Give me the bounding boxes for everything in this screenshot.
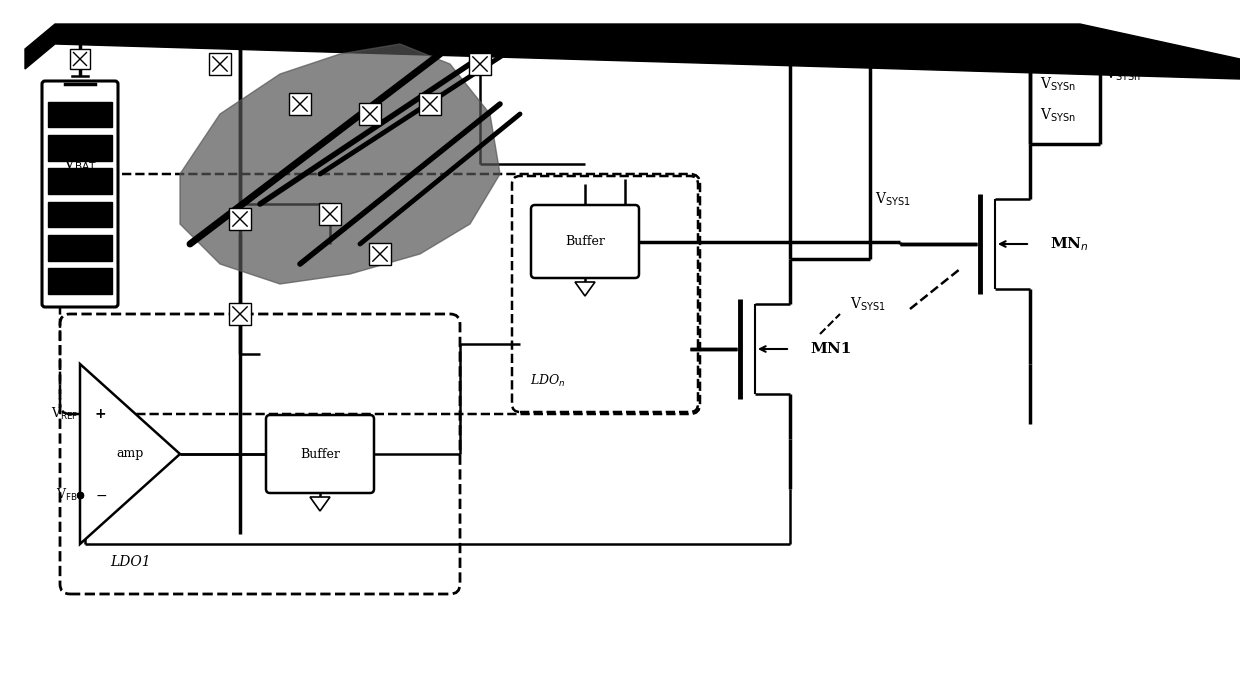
- Polygon shape: [48, 235, 112, 261]
- Text: V$_\mathrm{REF}$: V$_\mathrm{REF}$: [51, 406, 78, 421]
- Polygon shape: [48, 202, 112, 227]
- Bar: [229, 208, 250, 230]
- Text: amp: amp: [117, 447, 144, 460]
- Text: $-$: $-$: [95, 488, 107, 501]
- Text: V$_\mathrm{SYS1}$: V$_\mathrm{SYS1}$: [849, 295, 885, 313]
- Text: V$_\mathrm{FB}$: V$_\mathrm{FB}$: [56, 486, 78, 503]
- Polygon shape: [81, 364, 180, 544]
- Polygon shape: [48, 168, 112, 194]
- Text: Buffer: Buffer: [565, 235, 605, 248]
- Polygon shape: [48, 102, 112, 127]
- Bar: [289, 93, 311, 115]
- Bar: [229, 303, 250, 325]
- Text: V$_\mathrm{SYSn}$: V$_\mathrm{SYSn}$: [1040, 75, 1076, 93]
- Text: V$_\mathrm{SYS1}$: V$_\mathrm{SYS1}$: [875, 190, 911, 208]
- Text: +: +: [95, 406, 107, 421]
- Bar: [360, 103, 381, 125]
- Bar: [210, 53, 231, 75]
- Polygon shape: [48, 268, 112, 294]
- Polygon shape: [180, 44, 500, 284]
- Text: LDO$_n$: LDO$_n$: [529, 373, 565, 389]
- Text: V$_\mathrm{SYSn}$: V$_\mathrm{SYSn}$: [1040, 107, 1076, 124]
- Polygon shape: [575, 282, 595, 296]
- Text: MN1: MN1: [810, 342, 852, 356]
- Text: V$_\mathrm{SYSn}$: V$_\mathrm{SYSn}$: [1105, 65, 1141, 83]
- Text: Buffer: Buffer: [300, 447, 340, 460]
- FancyBboxPatch shape: [42, 81, 118, 307]
- Text: LDO1: LDO1: [110, 555, 150, 569]
- Bar: [69, 49, 91, 69]
- Text: V$_\mathrm{BAT}$: V$_\mathrm{BAT}$: [63, 155, 97, 173]
- Bar: [319, 203, 341, 225]
- FancyBboxPatch shape: [267, 415, 374, 493]
- Bar: [469, 53, 491, 75]
- Bar: [419, 93, 441, 115]
- Polygon shape: [48, 135, 112, 161]
- Text: MN$_n$: MN$_n$: [1050, 235, 1089, 253]
- Polygon shape: [310, 497, 330, 511]
- Polygon shape: [25, 24, 1240, 79]
- FancyBboxPatch shape: [531, 205, 639, 278]
- Bar: [370, 243, 391, 265]
